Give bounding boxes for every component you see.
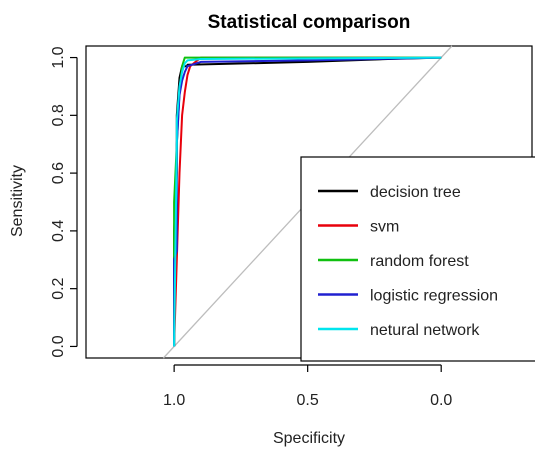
y-tick-label: 0.6 <box>50 162 67 184</box>
legend-label: decision tree <box>370 184 461 201</box>
legend: decision tree svm random forest logistic re… <box>300 156 535 362</box>
y-axis: 0.0 0.2 0.4 0.6 0.8 1.0 <box>50 46 78 358</box>
y-axis-label: Sensitivity <box>9 165 26 237</box>
legend-label: netural network <box>370 322 480 339</box>
series-lines <box>173 56 442 347</box>
legend-label: random forest <box>370 253 469 270</box>
y-tick-label: 1.0 <box>50 46 67 68</box>
y-tick-label: 0.2 <box>50 277 67 299</box>
x-axis: 1.0 0.5 0.0 <box>163 364 452 409</box>
x-tick-label: 0.5 <box>297 392 319 409</box>
legend-label: logistic regression <box>370 288 498 305</box>
y-tick-label: 0.0 <box>50 335 67 357</box>
x-tick-label: 0.0 <box>430 392 452 409</box>
y-tick-label: 0.8 <box>50 104 67 126</box>
chart-title: Statistical comparison <box>208 12 411 33</box>
plot-area: 1.0 0.5 0.0 0.0 0.2 0.4 0.6 0.8 1.0 <box>50 45 533 409</box>
x-tick-label: 1.0 <box>163 392 185 409</box>
x-axis-label: Specificity <box>273 430 345 447</box>
series-line-netural-network <box>173 56 442 347</box>
y-tick-label: 0.4 <box>50 220 67 242</box>
legend-label: svm <box>370 219 399 236</box>
